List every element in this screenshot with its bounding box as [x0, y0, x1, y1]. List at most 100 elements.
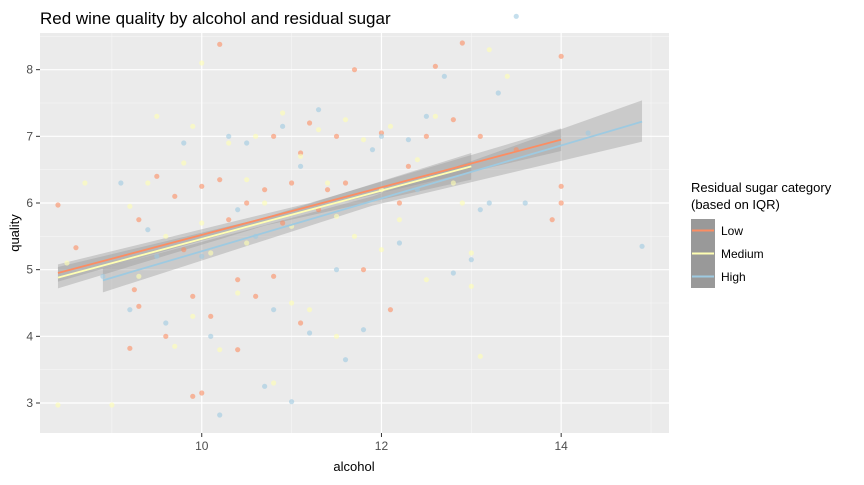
data-point-low — [558, 200, 564, 206]
data-point-low — [172, 193, 178, 199]
data-point-low — [405, 163, 412, 169]
data-point-medium — [396, 217, 403, 223]
minor-gridlines — [40, 33, 669, 433]
data-point-low — [199, 390, 205, 396]
data-point-high — [369, 147, 376, 153]
data-point-low — [396, 200, 403, 206]
plot-panel — [40, 33, 669, 433]
major-gridlines — [40, 33, 669, 433]
data-point-low — [280, 220, 286, 226]
data-point-high — [271, 307, 277, 313]
data-point-medium — [450, 180, 456, 186]
y-tick-label: 6 — [26, 196, 33, 210]
data-point-medium — [244, 177, 250, 183]
data-point-low — [477, 133, 483, 139]
data-point-low — [226, 217, 232, 223]
data-point-high — [118, 180, 124, 186]
data-point-low — [450, 117, 456, 123]
y-tick-label: 5 — [26, 263, 33, 277]
data-point-medium — [253, 133, 259, 139]
data-point-low — [432, 63, 438, 69]
data-point-medium — [297, 153, 304, 159]
data-point-low — [136, 303, 142, 309]
data-point-medium — [172, 343, 178, 349]
data-point-low — [387, 307, 394, 313]
data-point-high — [297, 163, 304, 169]
data-point-high — [495, 90, 501, 96]
y-axis-ticks: 3 4 5 6 7 8 — [26, 63, 40, 410]
data-point-medium — [351, 233, 358, 239]
data-point-high — [217, 412, 223, 418]
data-point-low — [271, 133, 277, 139]
data-point-low — [163, 333, 169, 339]
data-point-medium — [64, 260, 70, 266]
chart-title: Red wine quality by alcohol and residual… — [40, 9, 391, 28]
data-point-high — [262, 383, 268, 389]
data-points — [55, 13, 645, 418]
legend-label-low: Low — [721, 224, 743, 238]
legend-label-medium: Medium — [721, 247, 764, 261]
data-point-low — [136, 217, 142, 223]
data-point-medium — [55, 402, 61, 408]
confidence-band-high — [102, 100, 643, 293]
data-point-high — [441, 73, 447, 79]
data-point-low — [55, 202, 61, 208]
data-point-high — [423, 113, 429, 119]
data-point-low — [459, 40, 465, 46]
data-point-medium — [199, 60, 205, 66]
x-tick-label: 14 — [554, 439, 568, 453]
data-point-medium — [109, 402, 115, 408]
data-point-high — [333, 267, 340, 273]
data-point-medium — [163, 233, 169, 239]
data-point-medium — [378, 247, 385, 253]
data-point-medium — [477, 353, 483, 359]
data-point-low — [181, 247, 187, 253]
data-point-medium — [468, 250, 474, 256]
data-point-low — [342, 180, 349, 186]
data-point-low — [127, 345, 133, 351]
data-point-medium — [136, 273, 142, 279]
data-point-medium — [127, 203, 133, 209]
data-point-low — [558, 183, 564, 189]
data-point-medium — [315, 127, 322, 133]
data-point-high — [378, 133, 385, 139]
legend-label-high: High — [721, 270, 746, 284]
data-point-medium — [423, 277, 429, 283]
data-point-low — [217, 177, 223, 183]
fit-line-medium — [57, 165, 472, 279]
fit-lines — [57, 120, 643, 282]
data-point-high — [468, 257, 474, 263]
legend-title-line-2: (based on IQR) — [691, 197, 780, 212]
confidence-band-medium — [57, 153, 472, 289]
data-point-low — [360, 267, 367, 273]
data-point-low — [154, 173, 160, 179]
data-point-low — [208, 313, 214, 319]
data-point-low — [351, 67, 358, 73]
data-point-high — [522, 200, 528, 206]
legend-title-line-1: Residual sugar category — [691, 180, 832, 195]
data-point-medium — [468, 283, 474, 289]
data-point-high — [235, 207, 241, 213]
data-point-high — [154, 253, 160, 259]
data-point-low — [333, 133, 340, 139]
x-tick-label: 10 — [195, 439, 209, 453]
data-point-high — [208, 333, 214, 339]
data-point-medium — [244, 240, 250, 246]
data-point-high — [585, 130, 591, 136]
data-point-medium — [333, 333, 340, 339]
data-point-high — [226, 133, 232, 139]
data-point-medium — [217, 347, 223, 353]
data-point-medium — [190, 313, 196, 319]
y-tick-label: 7 — [26, 129, 33, 143]
data-point-high — [100, 273, 106, 279]
data-point-low — [271, 273, 277, 279]
data-point-low — [235, 277, 241, 283]
data-point-low — [423, 133, 429, 139]
data-point-medium — [414, 157, 420, 163]
data-point-high — [450, 270, 456, 276]
data-point-medium — [486, 47, 492, 53]
data-point-medium — [190, 123, 196, 129]
data-point-medium — [208, 250, 214, 256]
y-tick-label: 3 — [26, 396, 33, 410]
